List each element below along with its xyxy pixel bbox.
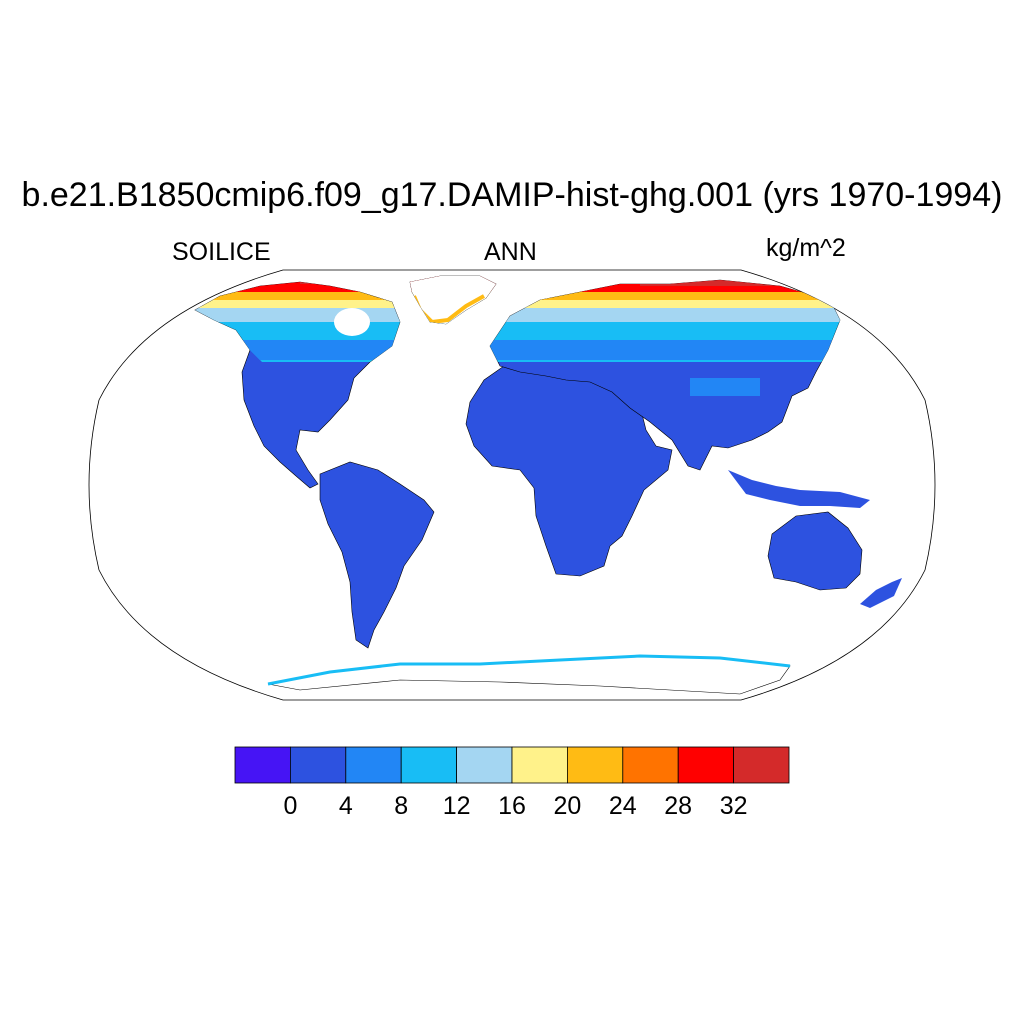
land-south-america [319,461,435,649]
tibet-plateau-shade [690,378,760,400]
colorbar-tick-label: 0 [283,792,297,820]
antarctic-coast-shading [267,654,791,686]
colorbar-tick-label: 8 [394,792,408,820]
colorbar-swatch-0 [234,746,291,784]
colorbar-tick-label: 16 [498,792,526,820]
colorbar-tick-label: 24 [609,792,637,820]
colorbar-swatch-5 [511,746,568,784]
season-label: ANN [484,238,537,266]
colorbar-swatch-1 [289,746,347,784]
band-32-plus-siberia [640,276,820,286]
colorbar-swatch-4 [456,746,513,784]
land-maritime-asia [728,470,870,508]
units-label: kg/m^2 [766,234,846,262]
colorbar-tick-label: 20 [553,792,581,820]
colorbar-swatch-6 [567,746,624,784]
colorbar-tick-label: 32 [720,792,748,820]
colorbar-swatch-7 [622,746,679,784]
land-new-zealand [860,578,902,608]
colorbar-swatch-3 [400,746,458,784]
land-australia [767,511,863,591]
colorbar-tick-label: 4 [339,792,353,820]
colorbar-swatch-2 [345,746,402,784]
colorbar-swatch-9 [733,746,790,784]
band-8-12 [195,340,840,360]
variable-label: SOILICE [172,238,271,266]
colorbar-tick-label: 12 [443,792,471,820]
hudson-bay [334,308,370,336]
plot-title: b.e21.B1850cmip6.f09_g17.DAMIP-hist-ghg.… [21,176,1003,214]
colorbar-tick-label: 28 [664,792,692,820]
colorbar-swatch-8 [677,746,735,784]
